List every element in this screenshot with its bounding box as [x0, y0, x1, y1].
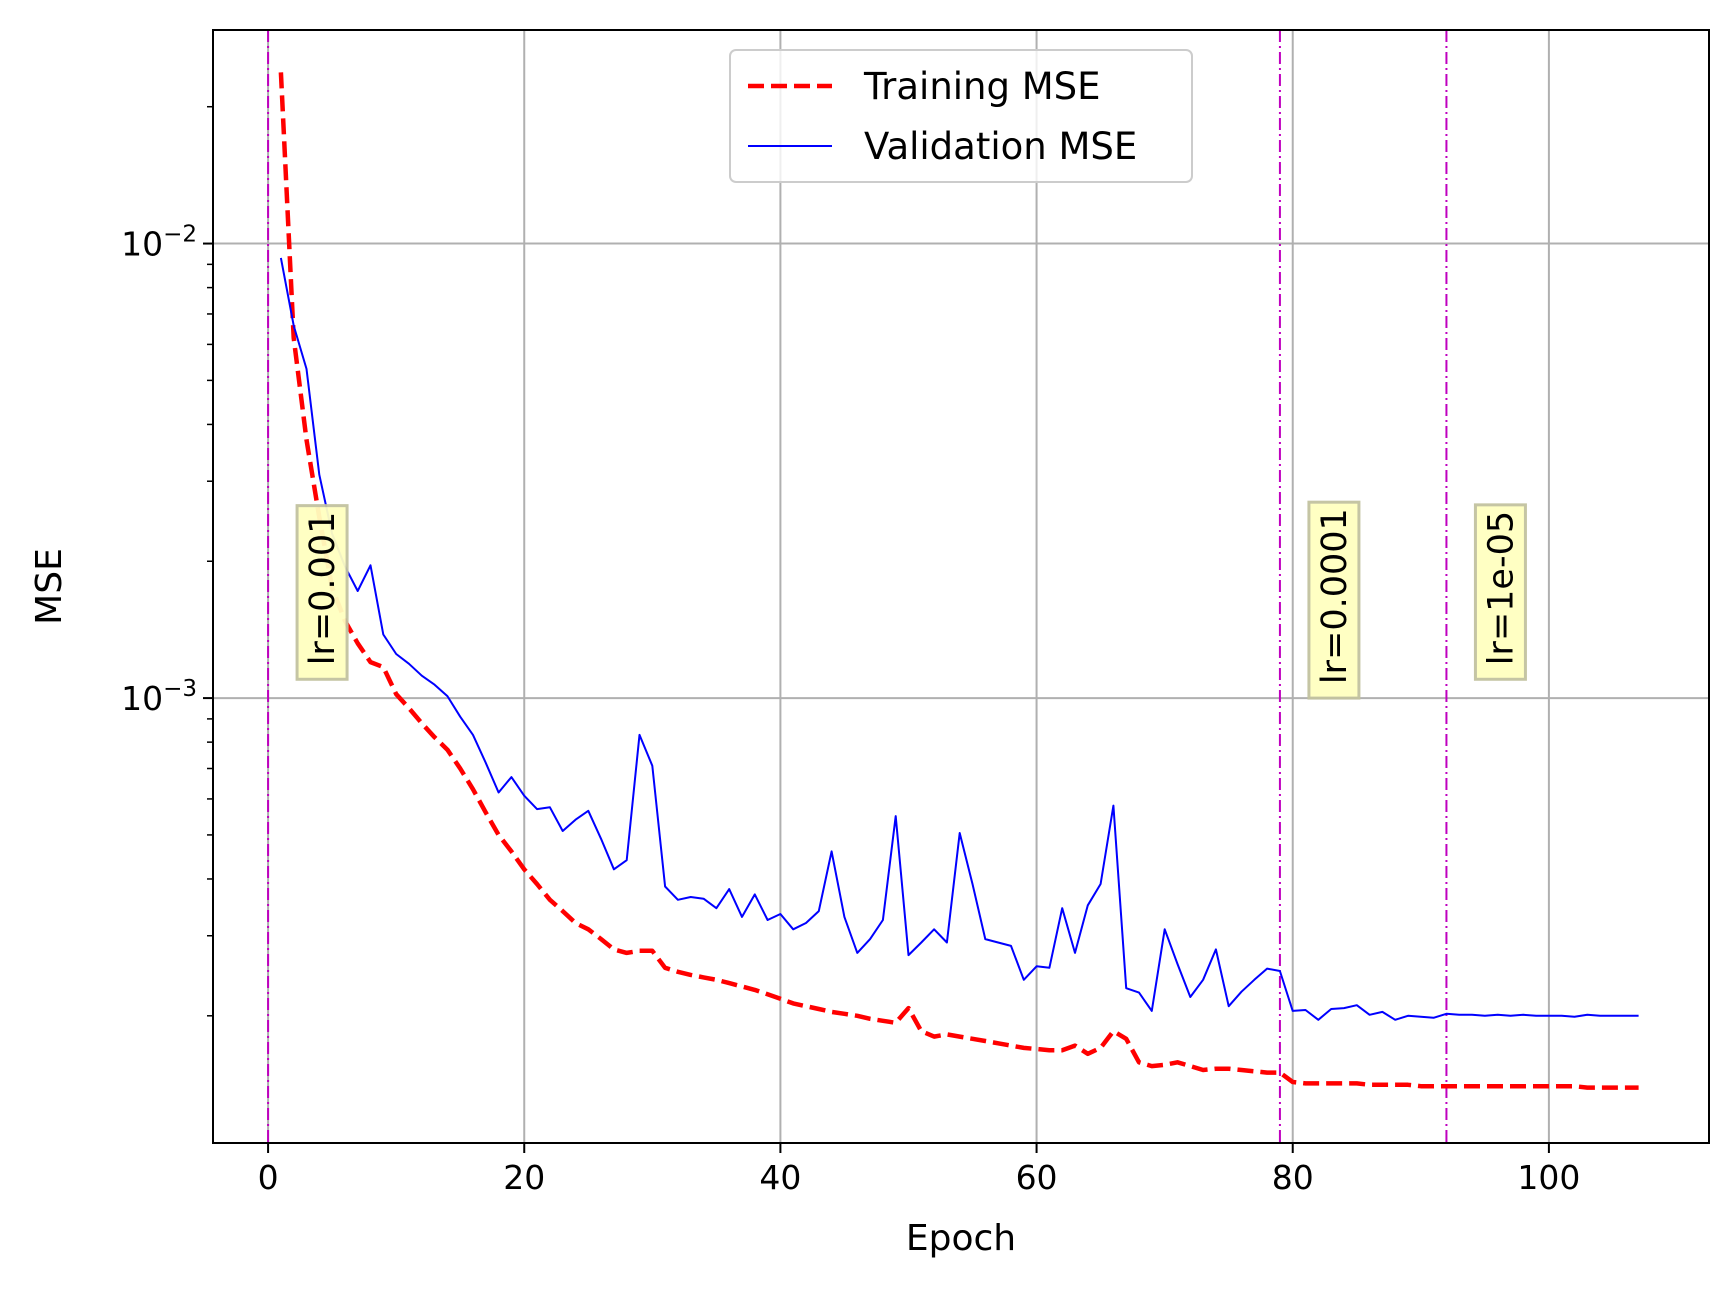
- legend-label: Validation MSE: [864, 125, 1137, 168]
- lr-annotation-box: [295, 504, 349, 681]
- x-axis-ticks: 0 20 40 60 80 100: [258, 1143, 1580, 1197]
- grid-lines: [213, 30, 1709, 1143]
- series-layer: [278, 72, 1639, 1090]
- lr-annotation: lr=0.001: [295, 504, 349, 681]
- x-tick-label: 20: [503, 1158, 545, 1197]
- lr-annotation-text: lr=0.001: [303, 512, 343, 666]
- x-tick-label: 0: [258, 1158, 279, 1197]
- x-tick-label: 60: [1016, 1158, 1058, 1197]
- learning-rate-annotations: lr=0.001 lr=0.0001 lr=1e-05: [295, 500, 1527, 700]
- legend: Training MSE Validation MSE: [729, 49, 1193, 183]
- lr-annotation: lr=0.0001: [1307, 500, 1361, 700]
- x-tick-label: 80: [1272, 1158, 1314, 1197]
- y-tick-label: 10−2: [121, 222, 197, 264]
- lr-annotation-box: [1473, 503, 1527, 681]
- validation-mse-line: [279, 257, 1639, 1021]
- lr-annotation-box: [1307, 500, 1361, 700]
- lr-annotation: lr=1e-05: [1473, 503, 1527, 681]
- legend-label: Training MSE: [863, 65, 1101, 108]
- x-axis-label: Epoch: [906, 1218, 1016, 1259]
- lr-annotation-text: lr=1e-05: [1481, 511, 1521, 665]
- learning-rate-markers: [267, 30, 1448, 1143]
- legend-box: [729, 49, 1193, 183]
- y-axis-label: MSE: [29, 548, 70, 625]
- lr-annotation-text: lr=0.0001: [1315, 508, 1355, 684]
- x-tick-label: 40: [759, 1158, 801, 1197]
- x-tick-label: 100: [1517, 1158, 1580, 1197]
- training-mse-line: [278, 72, 1639, 1090]
- plot-frame: [212, 29, 1710, 1144]
